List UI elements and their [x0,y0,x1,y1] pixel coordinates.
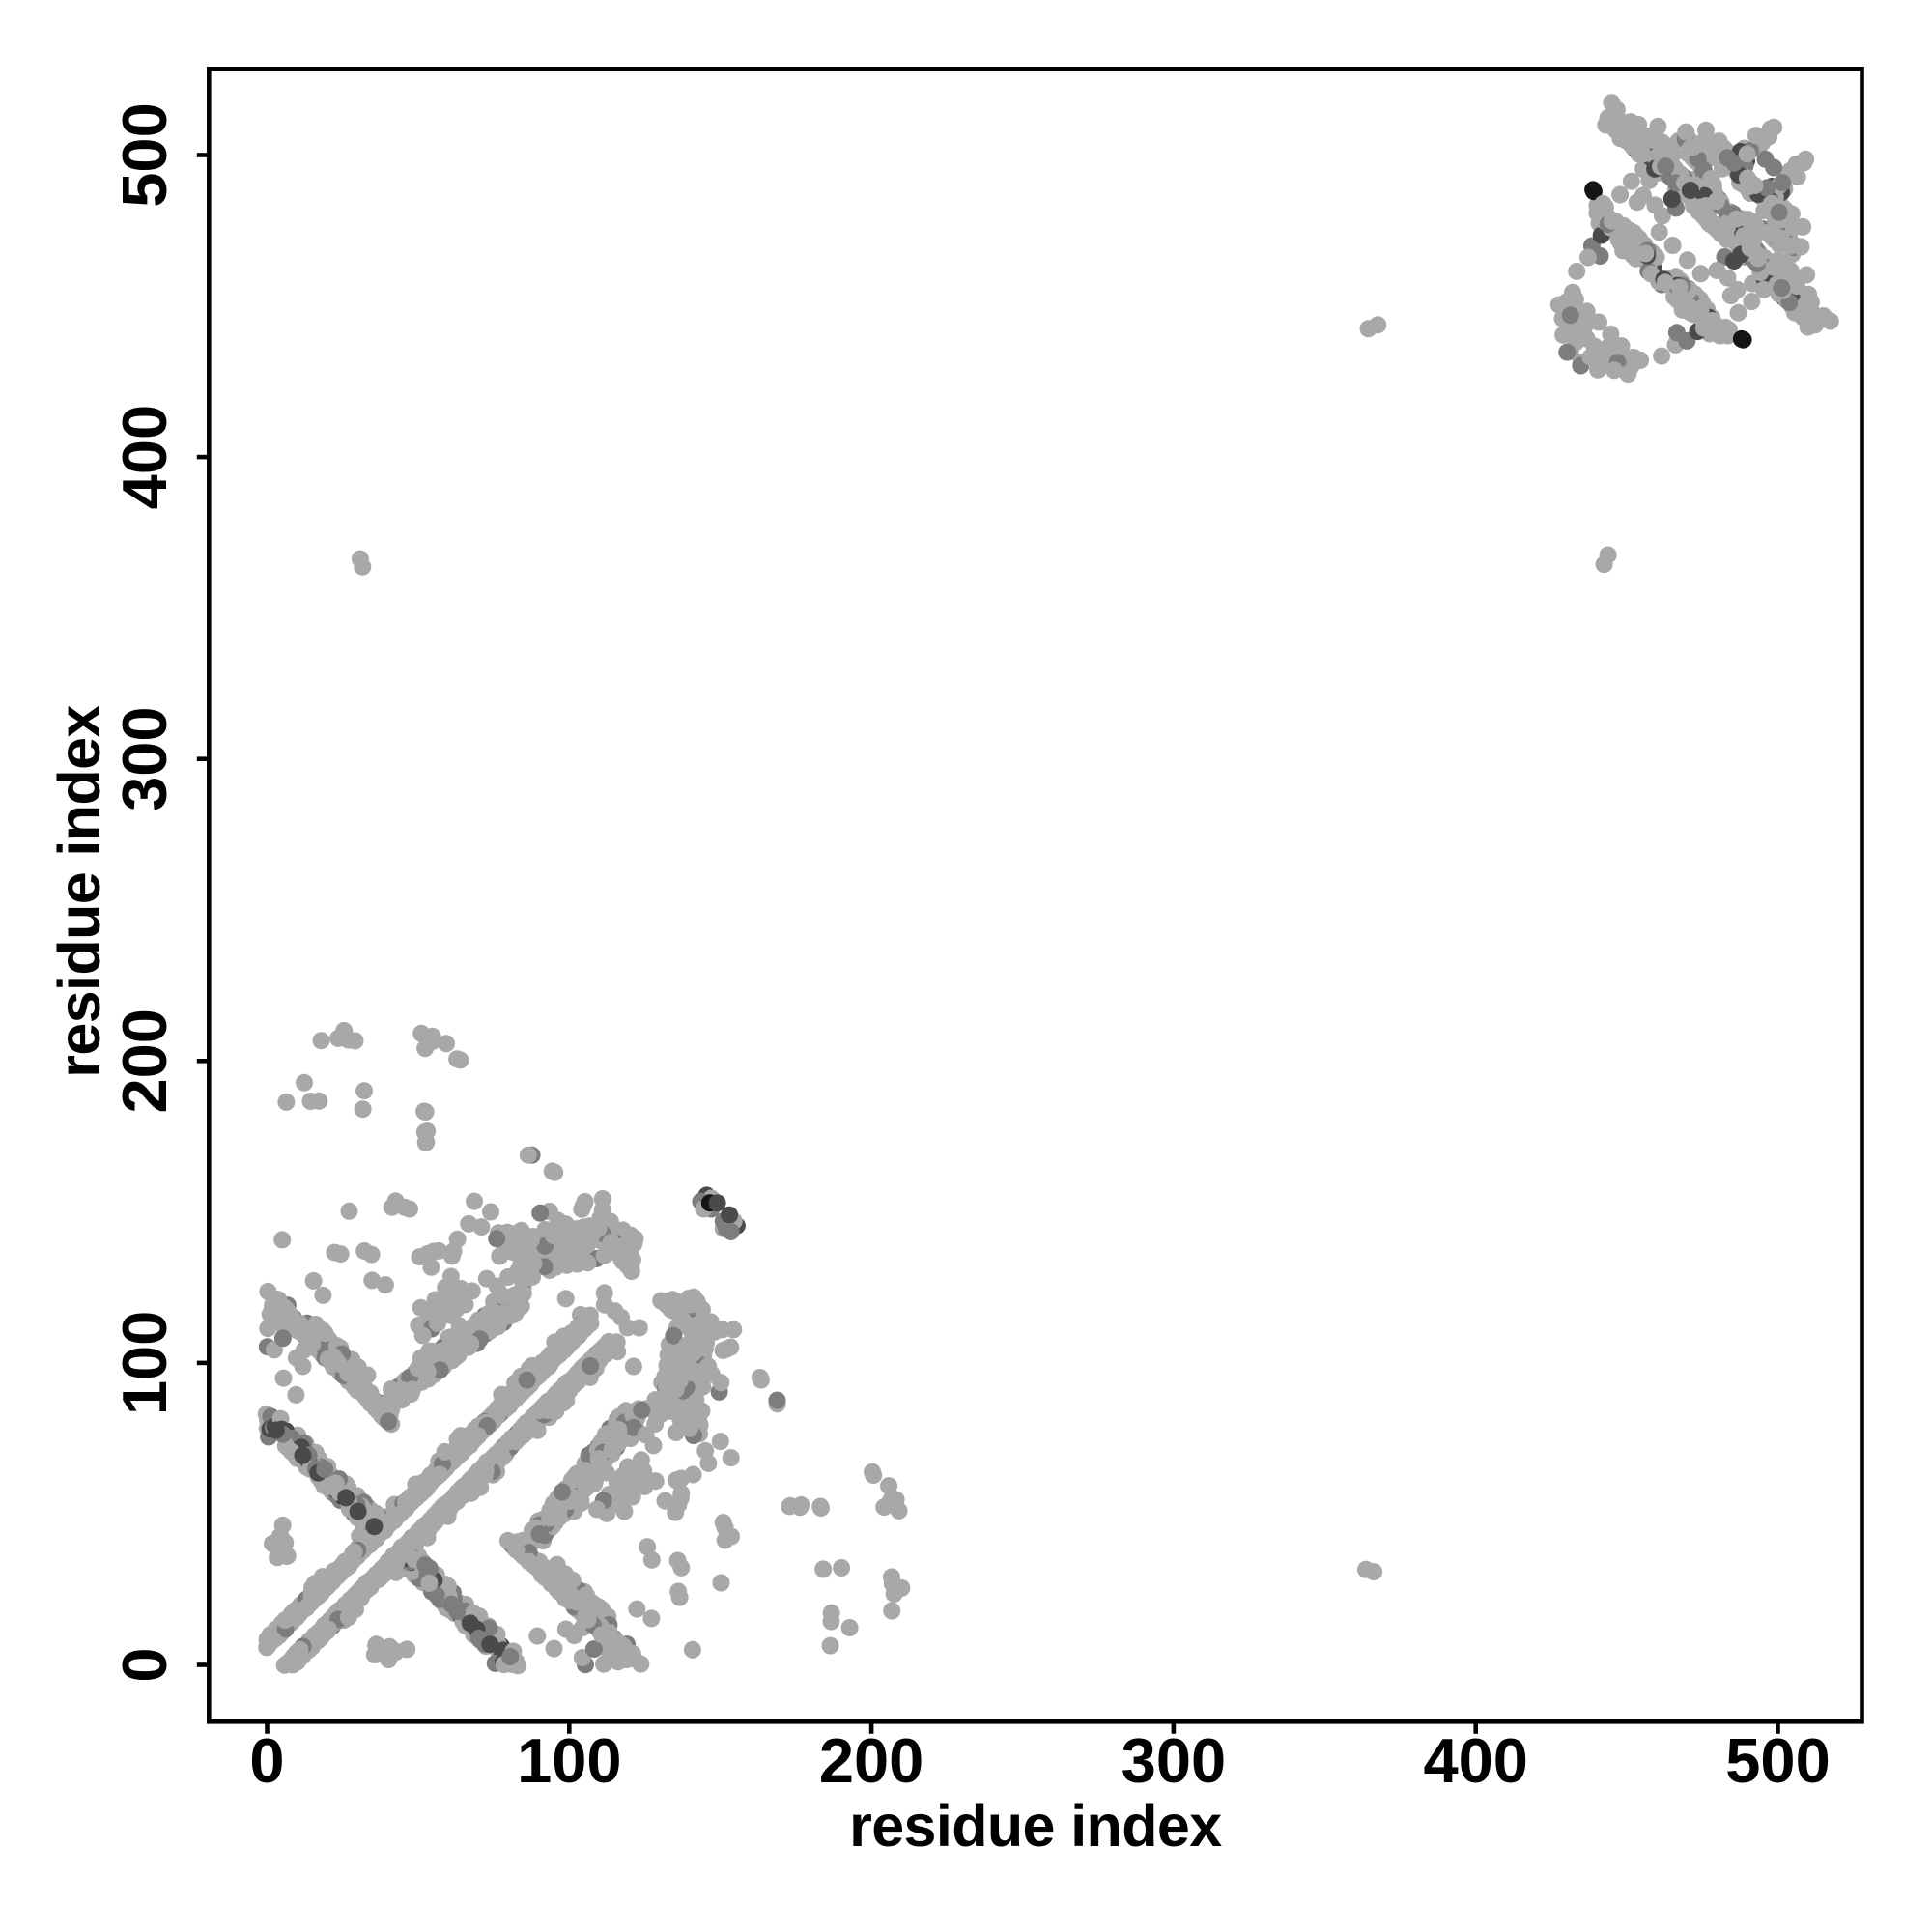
svg-text:residue index: residue index [849,1793,1222,1859]
svg-text:400: 400 [1423,1725,1527,1796]
svg-text:100: 100 [109,1311,180,1415]
svg-text:200: 200 [109,1009,180,1113]
svg-text:residue index: residue index [46,705,112,1078]
svg-text:400: 400 [109,405,180,509]
svg-text:500: 500 [1725,1725,1830,1796]
svg-text:500: 500 [109,102,180,207]
svg-text:200: 200 [819,1725,923,1796]
svg-text:300: 300 [1122,1725,1226,1796]
svg-text:100: 100 [517,1725,621,1796]
svg-text:0: 0 [249,1725,284,1796]
svg-text:300: 300 [109,706,180,810]
svg-text:0: 0 [109,1647,180,1682]
